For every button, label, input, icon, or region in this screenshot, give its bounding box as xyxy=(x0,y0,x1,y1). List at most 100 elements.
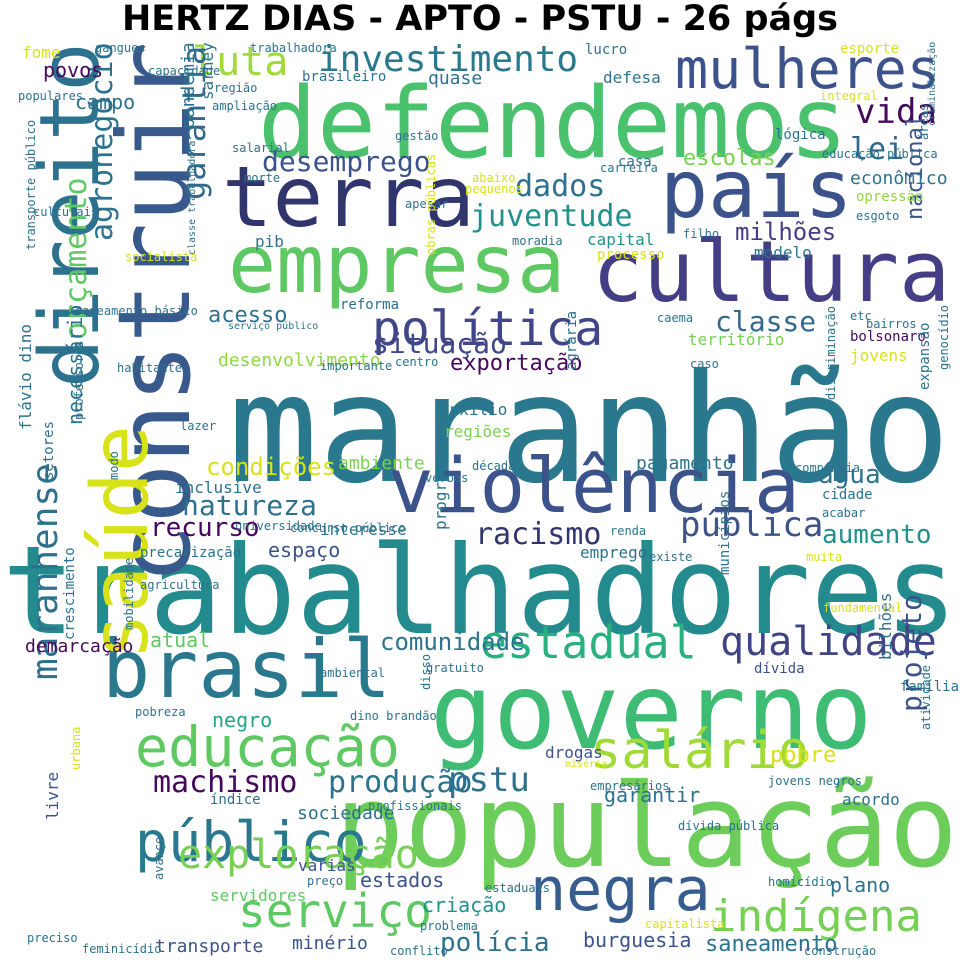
word-populares: populares xyxy=(18,89,84,103)
word-agua: água xyxy=(818,460,881,490)
word-construcao: construção xyxy=(804,944,877,958)
word-mobilidade: mobilidade xyxy=(122,557,136,630)
word-concurso-publico: concurso público xyxy=(290,521,406,535)
word-qualidade: qualidade xyxy=(720,619,937,665)
word-muita: muita xyxy=(806,550,843,564)
word-ampliacao: ampliação xyxy=(212,99,278,113)
word-natureza: natureza xyxy=(182,489,317,522)
word-morte: morte xyxy=(244,171,281,185)
word-burguesia: burguesia xyxy=(583,928,692,952)
word-gratuito: gratuito xyxy=(426,661,484,675)
word-emprego: emprego xyxy=(580,543,648,562)
word-preciso: preciso xyxy=(27,931,78,945)
word-politica: política xyxy=(372,301,604,357)
word-transporte-publico: transporte público xyxy=(24,119,38,250)
word-acordo: acordo xyxy=(842,790,900,809)
word-socialista: socialista xyxy=(125,250,198,264)
word-defendemos: defendemos xyxy=(258,67,849,181)
word-brasileiro: brasileiro xyxy=(302,69,387,85)
word-governo: governo xyxy=(430,651,873,773)
word-salario: salário xyxy=(590,721,810,781)
word-precarizacao: precarização xyxy=(140,545,242,561)
word-acesso: acesso xyxy=(208,303,288,328)
chart-title: HERTZ DIAS - APTO - PSTU - 26 págs xyxy=(121,0,839,39)
word-servidores: servidores xyxy=(210,886,307,905)
word-brasil: brasil xyxy=(102,623,391,716)
word-etc: etc xyxy=(850,309,872,323)
word-municipios: municípios xyxy=(717,490,733,575)
word-pstu: pstu xyxy=(448,760,530,800)
word-agricultura: agricultura xyxy=(140,578,220,592)
word-livre: livre xyxy=(43,771,62,820)
word-apesar: apesar xyxy=(405,197,449,211)
word-casa: casa xyxy=(618,154,652,170)
word-integral: integral xyxy=(820,89,878,103)
word-processo: processo xyxy=(597,247,665,263)
word-pib: pib xyxy=(255,232,284,251)
word-problema: problema xyxy=(420,919,478,933)
word-minerio: minério xyxy=(292,933,368,954)
word-caema: caema xyxy=(657,311,694,325)
word-populacao: população xyxy=(334,760,958,894)
word-cidade: cidade xyxy=(822,487,873,503)
word-atual: atual xyxy=(150,628,211,652)
word-comunidade: comunidade xyxy=(380,628,525,656)
word-logica: lógica xyxy=(775,127,826,143)
word-capitalista: capitalista xyxy=(645,917,725,931)
word-criacao: criação xyxy=(422,893,507,917)
word-pequenos: pequenos xyxy=(465,182,523,196)
word-lucro: lucro xyxy=(585,42,628,58)
word-disso: disso xyxy=(419,653,433,690)
word-producao: produção xyxy=(328,765,473,800)
word-escolas: escolas xyxy=(683,146,776,171)
word-servico: serviço xyxy=(238,884,432,938)
word-pais: país xyxy=(660,143,853,236)
word-condicoes: condições xyxy=(206,453,337,481)
word-territorio: território xyxy=(688,330,785,349)
word-estados: estados xyxy=(360,868,445,892)
word-bairros: bairros xyxy=(866,317,917,331)
word-economico: econômico xyxy=(850,168,948,189)
word-situacao: situação xyxy=(372,327,507,360)
word-fome: fome xyxy=(22,43,61,62)
word-pobreza: pobreza xyxy=(135,705,186,719)
word-gangues: gangues xyxy=(95,41,146,55)
word-divida: dívida xyxy=(754,661,805,677)
word-bolsonaro: bolsonaro xyxy=(850,329,926,345)
word-luta: luta xyxy=(192,39,289,85)
word-capacidade: capacidade xyxy=(148,64,221,78)
word-maranhao: maranhão xyxy=(228,343,951,517)
word-culturais: culturais xyxy=(33,205,99,219)
word-terra: terra xyxy=(222,148,475,246)
word-flavio-dino: flávio dino xyxy=(16,324,35,430)
word-modo: modo xyxy=(107,451,121,480)
word-centro: centro xyxy=(395,355,439,369)
word-empresa: empresa xyxy=(228,218,566,311)
word-campo: campo xyxy=(75,90,136,114)
word-capital: capital xyxy=(587,230,655,249)
word-pandemia: pandemia xyxy=(178,42,199,129)
word-genocidio: genocídio xyxy=(937,304,951,370)
word-jovens-negros: jovens negros xyxy=(768,774,862,788)
word-indice: índice xyxy=(210,792,261,808)
word-regioes: regiões xyxy=(444,422,512,441)
word-espaco: espaço xyxy=(268,538,341,562)
word-servico-publico: serviço público xyxy=(228,321,319,332)
word-feminicidio: feminicídio xyxy=(82,942,162,956)
word-varias: várias xyxy=(298,856,356,875)
word-garantir: garantir xyxy=(604,783,701,807)
word-ambiental: ambiental xyxy=(320,666,386,680)
word-lazer: lazer xyxy=(180,419,217,433)
word-miseria: miséria xyxy=(565,759,608,770)
word-acabar: acabar xyxy=(822,506,866,520)
word-pobre: pobre xyxy=(770,743,837,768)
word-trabalhadores: trabalhadores xyxy=(2,520,958,662)
word-avanco: avanço xyxy=(152,836,166,880)
word-universidade: universidade xyxy=(235,519,322,533)
word-caso: caso xyxy=(690,357,719,371)
word-classe: classe xyxy=(715,305,817,338)
word-mulheres: mulheres xyxy=(675,37,940,101)
word-profissionais: profissionais xyxy=(368,799,462,813)
word-habitante: habitante xyxy=(117,361,183,375)
